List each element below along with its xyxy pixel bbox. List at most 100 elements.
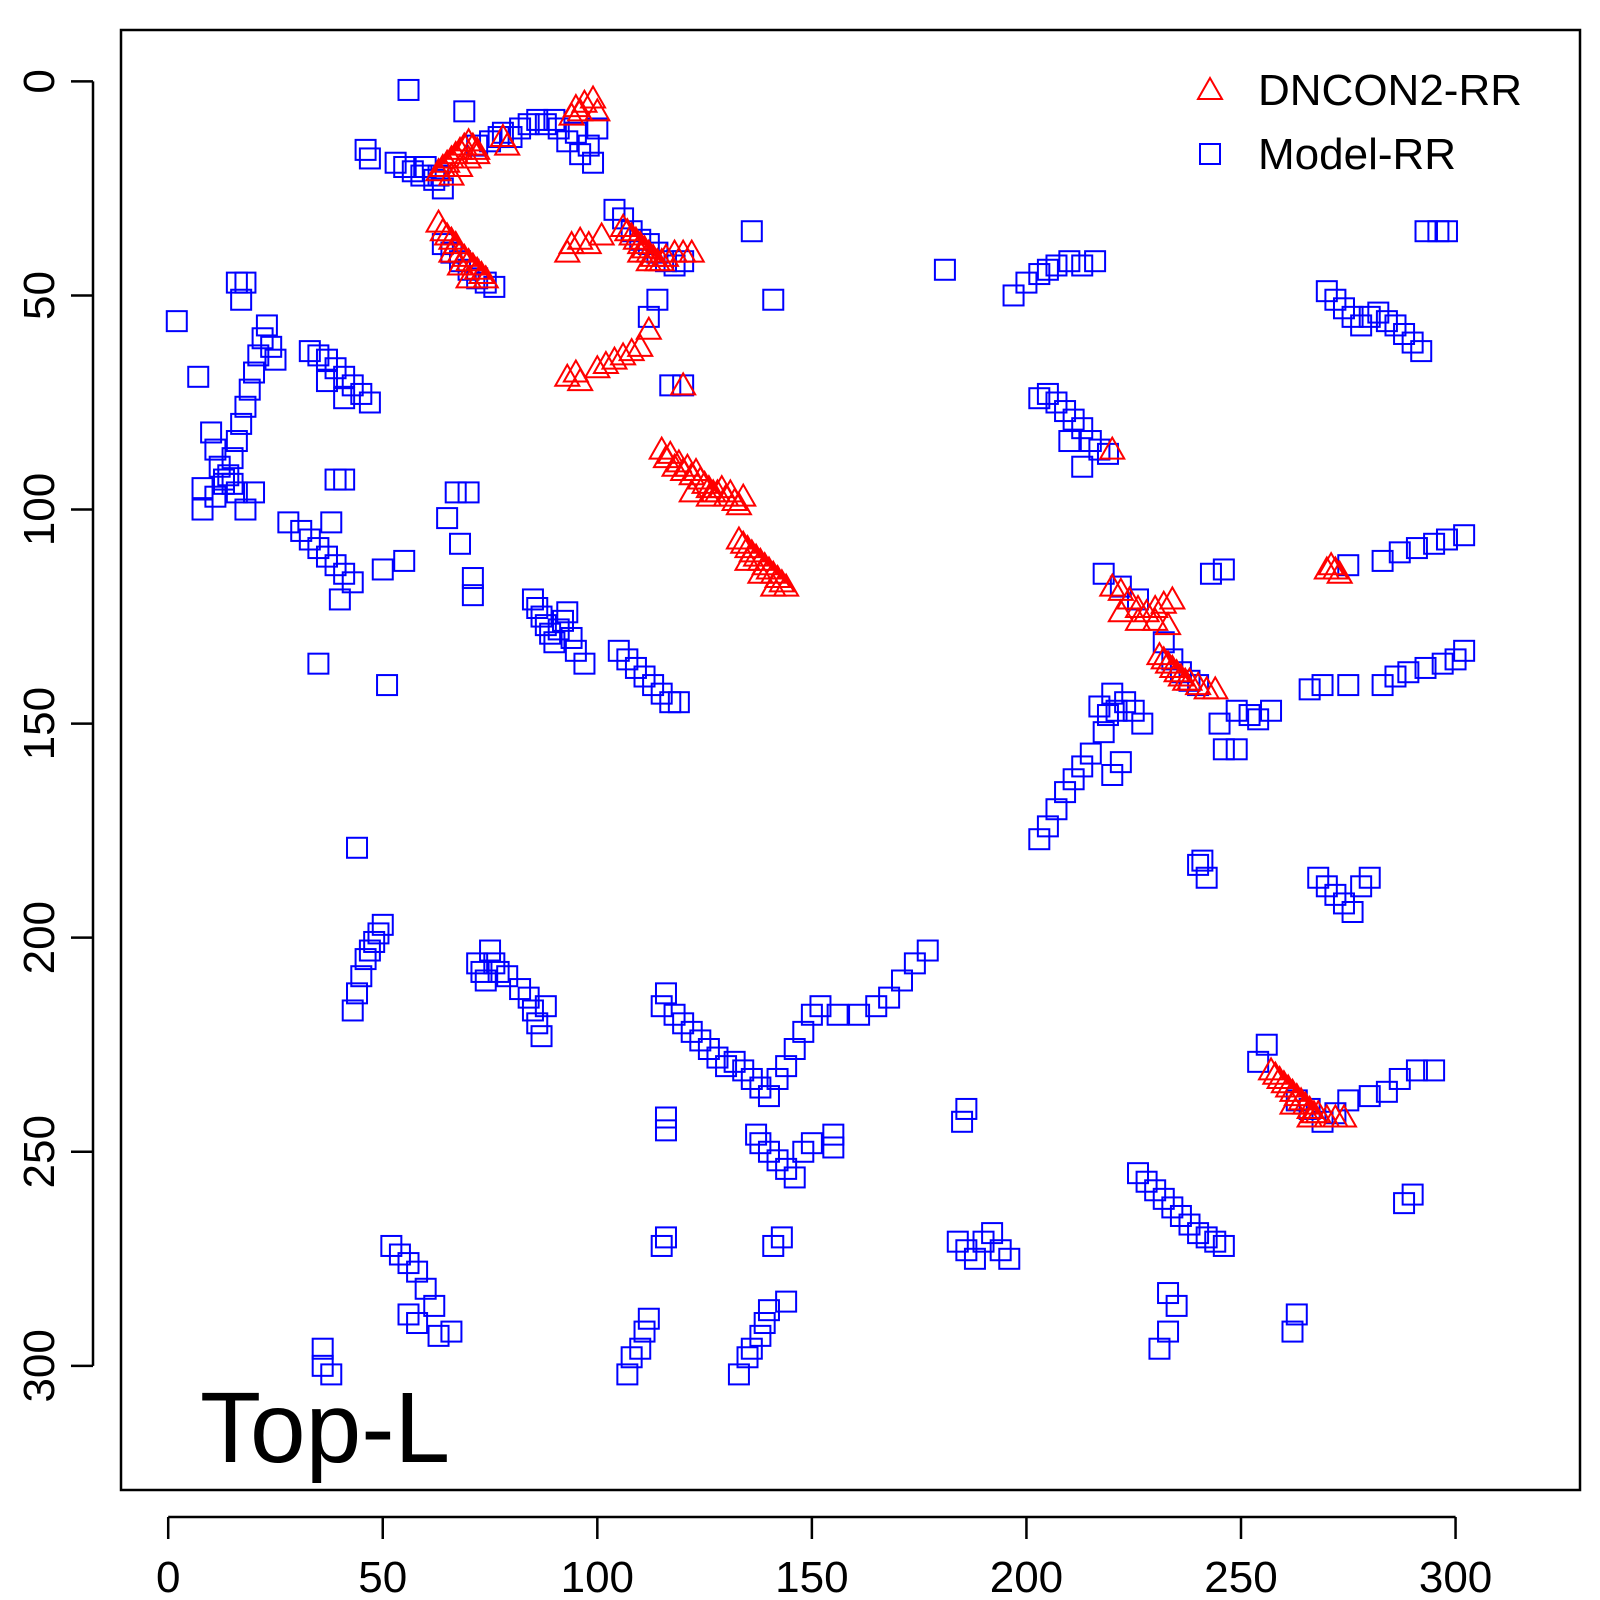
- data-point-square: [749, 1132, 772, 1155]
- data-point-square: [1152, 1187, 1175, 1210]
- data-point-square: [1071, 254, 1094, 277]
- data-point-square: [775, 1055, 798, 1078]
- data-point-triangle: [1330, 1103, 1358, 1128]
- data-point-square: [646, 288, 669, 311]
- data-point-square: [1414, 220, 1437, 243]
- data-point-triangle: [472, 264, 500, 289]
- data-point-square: [629, 1337, 652, 1360]
- x-tick-label: 250: [1204, 1553, 1277, 1600]
- data-point-square: [401, 160, 424, 183]
- data-point-triangle: [626, 332, 654, 357]
- data-point-square: [783, 1038, 806, 1061]
- data-point-square: [654, 982, 677, 1005]
- data-point-square: [775, 1157, 798, 1180]
- data-point-square: [1341, 900, 1364, 923]
- data-point-triangle: [575, 230, 603, 255]
- data-point-square: [307, 652, 330, 675]
- data-point-square: [315, 370, 338, 393]
- data-point-square: [341, 374, 364, 397]
- data-point-triangle: [617, 221, 646, 246]
- data-point-square: [1131, 712, 1154, 735]
- data-point-square: [530, 605, 553, 628]
- data-point-square: [354, 948, 377, 971]
- data-point-triangle: [1150, 589, 1178, 614]
- data-point-square: [1096, 704, 1119, 727]
- data-point-square: [1350, 875, 1373, 898]
- data-point-square: [775, 1290, 798, 1313]
- data-point-square: [1238, 704, 1261, 727]
- data-point-square: [624, 656, 647, 679]
- data-point-square: [1045, 798, 1068, 821]
- data-point-square: [393, 156, 416, 179]
- data-point-square: [1414, 656, 1437, 679]
- data-point-triangle: [1278, 1077, 1307, 1102]
- x-tick-label: 150: [775, 1553, 848, 1600]
- data-point-triangle: [609, 212, 637, 237]
- data-point-square: [346, 982, 369, 1005]
- plot-area-frame: [119, 28, 1582, 1492]
- data-point-square: [809, 995, 832, 1018]
- data-point-square: [307, 537, 330, 560]
- data-point-triangle: [613, 217, 642, 242]
- x-tick-label: 0: [156, 1553, 180, 1600]
- data-point-square: [573, 652, 596, 675]
- data-point-square: [277, 511, 300, 534]
- data-point-square: [165, 310, 188, 333]
- data-point-square: [654, 1106, 677, 1129]
- data-point-triangle: [437, 225, 466, 250]
- data-point-square: [1114, 691, 1137, 714]
- data-point-square: [1028, 387, 1051, 410]
- data-point-triangle: [437, 144, 466, 169]
- data-point-square: [496, 965, 519, 988]
- data-point-triangle: [1124, 606, 1152, 631]
- data-point-square: [255, 314, 278, 337]
- data-point-triangle: [493, 131, 521, 156]
- data-point-square: [298, 340, 321, 363]
- data-point-square: [187, 365, 210, 388]
- data-point-square: [191, 498, 214, 521]
- y-tick-label: 150: [15, 687, 64, 760]
- data-point-square: [650, 995, 673, 1018]
- data-point-square: [333, 468, 356, 491]
- data-point-square: [1178, 1213, 1201, 1236]
- data-point-square: [333, 365, 356, 388]
- data-point-triangle: [429, 217, 457, 242]
- data-point-triangle: [1257, 1056, 1285, 1081]
- data-point-triangle: [1274, 1073, 1302, 1098]
- data-point-square: [1225, 738, 1248, 761]
- data-point-triangle: [1201, 675, 1229, 700]
- data-point-square: [1122, 699, 1145, 722]
- data-point-square: [388, 1243, 411, 1266]
- data-point-square: [534, 614, 557, 637]
- data-point-square: [792, 1140, 815, 1163]
- data-point-triangle: [759, 572, 787, 597]
- data-point-square: [1315, 875, 1338, 898]
- data-point-square: [783, 1166, 806, 1189]
- data-point-square: [423, 1294, 446, 1317]
- data-point-triangle: [1150, 645, 1178, 670]
- data-point-square: [208, 455, 231, 478]
- data-point-square: [449, 532, 472, 555]
- data-point-square: [616, 1363, 639, 1386]
- data-point-triangle: [1295, 1103, 1324, 1128]
- data-point-square: [221, 447, 244, 470]
- data-point-square: [564, 121, 587, 144]
- data-point-square: [1084, 250, 1107, 273]
- data-point-square: [1062, 408, 1085, 431]
- data-point-square: [577, 134, 600, 157]
- data-point-triangle: [437, 161, 466, 186]
- data-point-square: [560, 626, 583, 649]
- data-point-triangle: [467, 260, 496, 285]
- data-point-square: [998, 1247, 1021, 1270]
- data-point-square: [1375, 1080, 1398, 1103]
- data-point-square: [633, 665, 656, 688]
- data-point-square: [307, 344, 330, 367]
- data-point-square: [1169, 1204, 1192, 1227]
- data-point-square: [603, 198, 626, 221]
- data-point-square: [1371, 674, 1394, 697]
- data-point-square: [1423, 1059, 1446, 1082]
- data-point-triangle: [553, 238, 582, 263]
- data-point-square: [1028, 828, 1051, 851]
- data-point-square: [341, 571, 364, 594]
- data-point-square: [1079, 742, 1102, 765]
